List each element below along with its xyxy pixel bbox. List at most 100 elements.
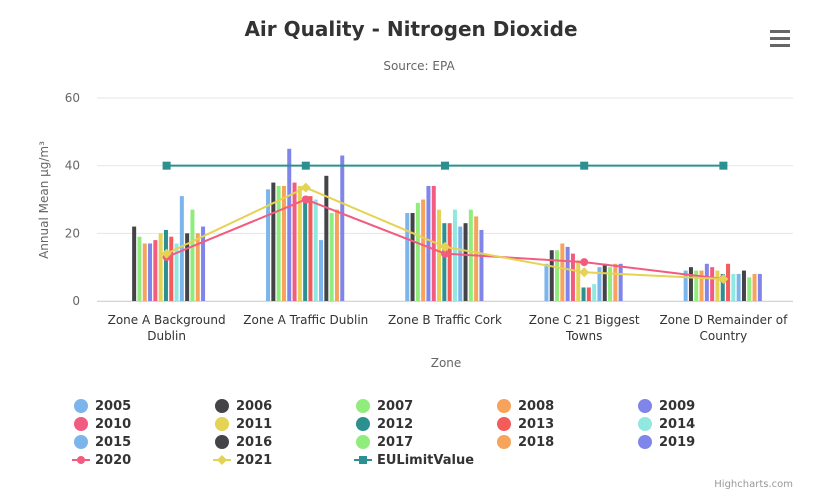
legend-dot [215,417,229,431]
legend-item[interactable]: 2018 [495,433,554,451]
bar [704,263,709,301]
marker [359,456,367,464]
legend-item[interactable]: 2021 [213,451,272,469]
marker [301,161,310,170]
legend-item[interactable]: 2017 [354,433,413,451]
y-tick-label: 0 [72,294,80,308]
legend-label: 2016 [236,434,273,450]
bar [458,226,463,301]
marker [440,241,450,252]
legend-item[interactable]: 2015 [72,433,131,451]
menu-button[interactable] [770,30,790,47]
bar [608,267,613,301]
marker [441,161,449,170]
bar [163,229,168,301]
legend-label: 2007 [377,398,414,414]
bar [565,246,570,301]
bar [437,209,442,301]
legend-item[interactable]: 2007 [354,397,413,415]
y-axis-title: Annual Mean µg/m³ [37,141,51,259]
bar [731,273,736,301]
legend-label: 2010 [95,416,132,432]
legend-symbol [215,435,229,449]
menu-bar [770,30,790,33]
bar [544,263,549,301]
legend-item[interactable]: 2010 [72,415,131,433]
bar [179,196,184,301]
marker [441,249,449,258]
legend-dot [356,417,370,431]
credits: Highcharts.com [714,479,793,490]
legend-dot [497,399,511,413]
marker [77,456,85,464]
marker [162,161,171,170]
bar [699,270,704,301]
bar [715,270,720,301]
legend-symbol [215,399,229,413]
legend-item[interactable]: 2005 [72,397,131,415]
legend-label: 2015 [95,434,132,450]
legend-symbol [215,417,229,431]
legend-item[interactable]: EULimitValue [354,451,474,469]
bar [292,182,297,301]
marker [580,161,589,170]
chart-subtitle: Source: EPA [383,59,455,73]
bar [405,213,410,301]
legend-symbol [356,435,370,449]
y-tick-label: 60 [65,91,80,105]
legend-item[interactable]: 2013 [495,415,554,433]
bar [570,253,575,301]
bar [142,243,147,301]
legend-label: 2006 [236,398,273,414]
legend-item[interactable]: 2011 [213,415,272,433]
bar [549,250,554,301]
bar [169,236,174,301]
legend-label: 2009 [659,398,696,414]
x-tick-label: Zone C 21 Biggest Towns [528,313,640,343]
bar [340,155,345,301]
bar [741,270,746,301]
x-tick-label: Zone A Traffic Dublin [243,313,369,327]
marker [580,258,589,267]
marker [579,267,590,278]
legend-item[interactable]: 2016 [213,433,272,451]
bar [463,223,468,301]
legend-label: 2018 [518,434,555,450]
legend-symbol [497,417,511,431]
legend-item[interactable]: 2014 [636,415,695,433]
bar [581,287,586,301]
legend-dot [74,435,88,449]
legend-symbol [213,455,231,465]
bar [613,263,618,301]
legend-item[interactable]: 2006 [213,397,272,415]
bar [586,287,591,301]
bar [324,175,329,301]
legend-item[interactable]: 2009 [636,397,695,415]
legend-label: 2008 [518,398,555,414]
legend-item[interactable]: 2020 [72,451,131,469]
bar [148,243,153,301]
legend-item[interactable]: 2019 [636,433,695,451]
legend-item[interactable]: 2012 [354,415,413,433]
legend-symbol [356,399,370,413]
bar [452,209,457,301]
bar [726,263,731,301]
bar [319,240,324,301]
bar [431,185,436,301]
bar [447,223,452,301]
bar [747,277,752,301]
x-tick-label: Zone A Background Dublin [107,313,226,343]
bar [137,236,142,301]
bar [201,226,206,301]
legend-label: 2019 [659,434,696,450]
legend-symbol [74,399,88,413]
bar [736,273,741,301]
legend-label: EULimitValue [377,452,475,468]
legend-item[interactable]: 2008 [495,397,554,415]
bar [281,185,286,301]
y-tick-label: 20 [65,226,80,240]
menu-bar [770,44,790,47]
bar [190,209,195,301]
legend-dot [74,417,88,431]
